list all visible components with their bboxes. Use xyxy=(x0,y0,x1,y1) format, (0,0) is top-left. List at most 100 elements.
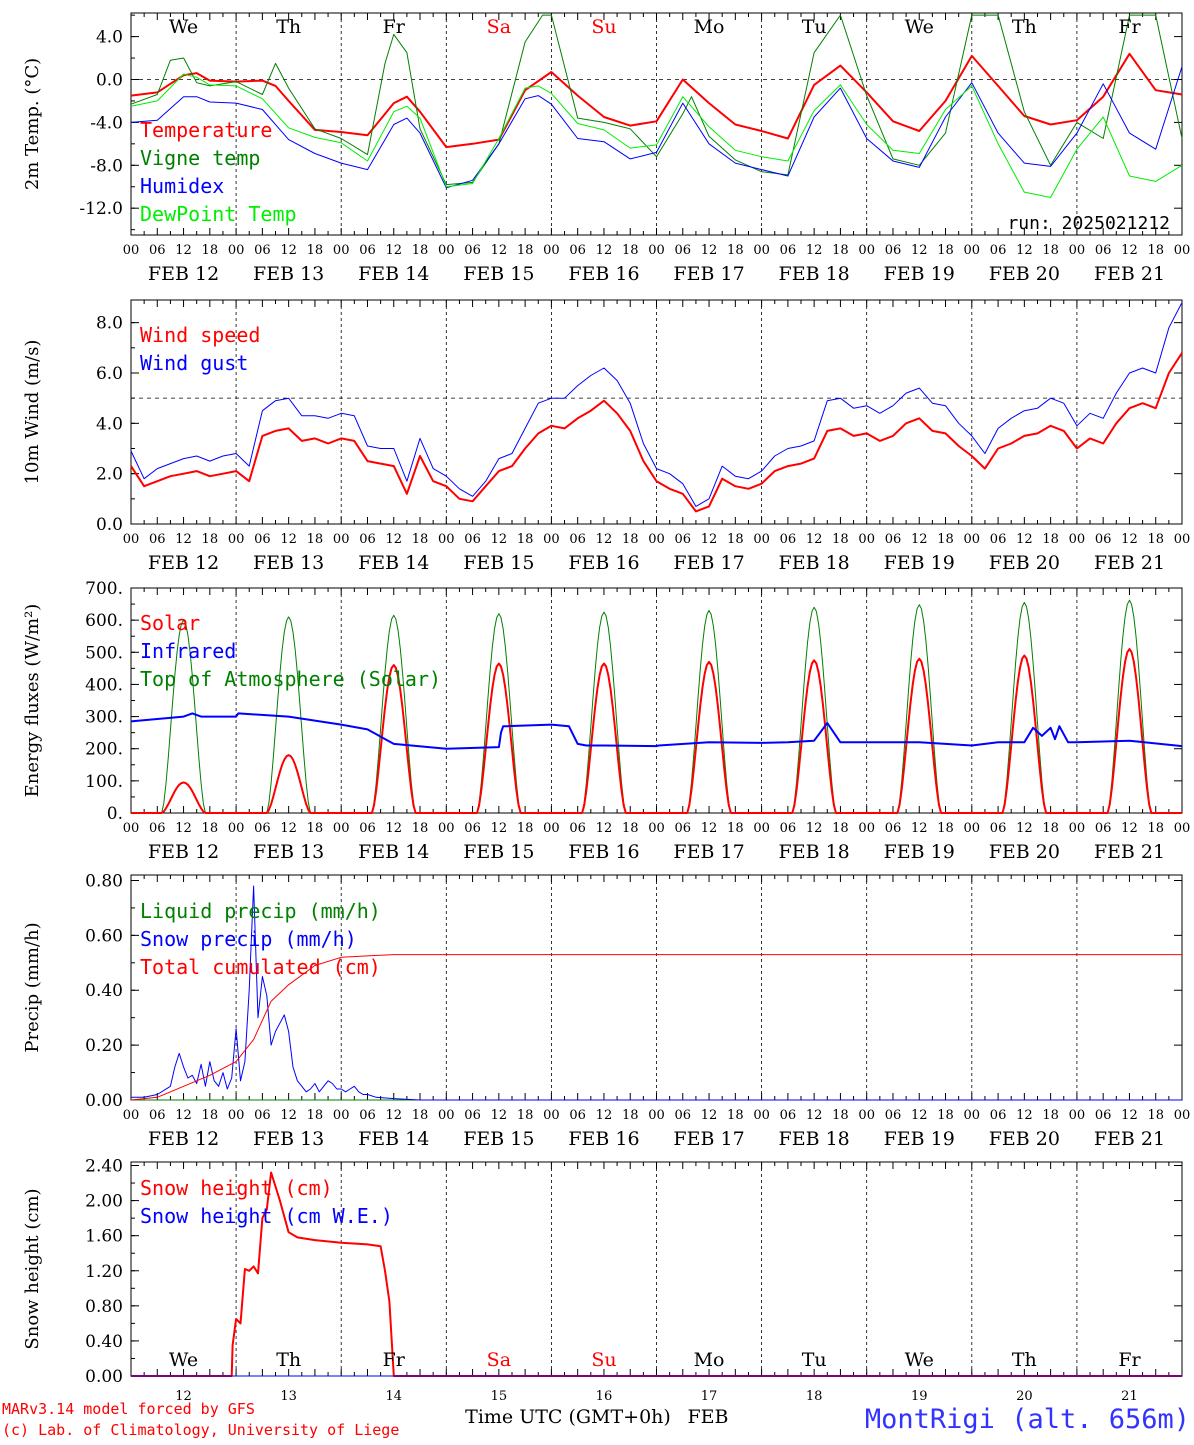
weekday-label: We xyxy=(905,16,934,38)
hour-tick-label: 06 xyxy=(359,821,376,836)
hour-tick-label: 18 xyxy=(307,532,324,547)
weekday-label: We xyxy=(905,1349,934,1371)
hour-tick-label: 00 xyxy=(648,532,665,547)
day-number-label: 12 xyxy=(175,1389,192,1404)
y-tick-label: -4.0 xyxy=(90,113,123,133)
hour-tick-label: 06 xyxy=(254,821,271,836)
hour-tick-label: 06 xyxy=(990,1108,1007,1123)
hour-tick-label: 12 xyxy=(280,821,297,836)
hour-tick-label: 18 xyxy=(1147,821,1164,836)
hour-tick-label: 00 xyxy=(438,821,455,836)
hour-tick-label: 12 xyxy=(596,532,613,547)
hour-tick-label: 12 xyxy=(491,243,508,258)
hour-tick-label: 12 xyxy=(491,532,508,547)
hour-tick-label: 18 xyxy=(1042,532,1059,547)
hour-tick-label: 06 xyxy=(780,532,797,547)
series-vigne-temp xyxy=(130,14,1183,186)
hour-tick-label: 18 xyxy=(412,243,429,258)
hour-tick-label: 12 xyxy=(1016,243,1033,258)
y-tick-label: 100. xyxy=(85,772,123,792)
y-tick-label: 0.0 xyxy=(96,515,123,535)
y-tick-label: 0.20 xyxy=(85,1036,123,1056)
hour-tick-label: 18 xyxy=(307,1108,324,1123)
series-snow-precip-mm-h- xyxy=(131,885,1182,1101)
hour-tick-label: 12 xyxy=(596,821,613,836)
hour-tick-label: 06 xyxy=(990,243,1007,258)
hour-tick-label: 18 xyxy=(832,821,849,836)
date-label: FEB 14 xyxy=(358,841,429,863)
date-label: FEB 16 xyxy=(568,1128,639,1150)
hour-tick-label: 00 xyxy=(333,243,350,258)
hour-tick-label: 18 xyxy=(1147,1108,1164,1123)
hour-tick-label: 18 xyxy=(832,1108,849,1123)
hour-tick-label: 00 xyxy=(648,821,665,836)
y-tick-label: 500. xyxy=(85,643,123,663)
date-label: FEB 19 xyxy=(884,841,955,863)
hour-tick-label: 12 xyxy=(175,532,192,547)
date-label: FEB 12 xyxy=(148,552,219,574)
y-axis-label: 2m Temp. (°C) xyxy=(22,58,43,190)
hour-tick-label: 12 xyxy=(280,243,297,258)
y-tick-label: 8.0 xyxy=(96,314,123,334)
hour-tick-label: 06 xyxy=(254,1108,271,1123)
y-tick-label: 0.00 xyxy=(85,1367,123,1387)
hour-tick-label: 06 xyxy=(1095,821,1112,836)
hour-tick-label: 06 xyxy=(569,821,586,836)
hour-tick-label: 06 xyxy=(464,821,481,836)
hour-tick-label: 06 xyxy=(149,821,166,836)
hour-tick-label: 06 xyxy=(780,1108,797,1123)
hour-tick-label: 00 xyxy=(1069,1108,1086,1123)
weekday-label: Fr xyxy=(383,1349,406,1371)
legend-humidex: Humidex xyxy=(140,174,224,198)
hour-tick-label: 18 xyxy=(517,532,534,547)
hour-tick-label: 18 xyxy=(727,1108,744,1123)
y-tick-label: 0.00 xyxy=(85,1091,123,1111)
date-label: FEB 17 xyxy=(673,1128,744,1150)
hour-tick-label: 06 xyxy=(675,821,692,836)
hour-tick-label: 12 xyxy=(175,821,192,836)
hour-tick-label: 06 xyxy=(1095,1108,1112,1123)
hour-tick-label: 18 xyxy=(727,532,744,547)
date-label: FEB 21 xyxy=(1094,263,1165,285)
day-number-label: 17 xyxy=(701,1389,718,1404)
hour-tick-label: 12 xyxy=(596,1108,613,1123)
hour-tick-label: 00 xyxy=(543,821,560,836)
footer-model: MARv3.14 model forced by GFS xyxy=(2,1400,255,1418)
series-solar xyxy=(131,648,1182,814)
legend-snow-height-cm-: Snow height (cm) xyxy=(140,1176,333,1200)
date-label: FEB 15 xyxy=(463,552,534,574)
hour-tick-label: 06 xyxy=(885,821,902,836)
hour-tick-label: 06 xyxy=(254,243,271,258)
hour-tick-label: 06 xyxy=(569,532,586,547)
hour-tick-label: 18 xyxy=(1042,821,1059,836)
hour-tick-label: 18 xyxy=(937,1108,954,1123)
hour-tick-label: 06 xyxy=(149,1108,166,1123)
hour-tick-label: 12 xyxy=(1016,1108,1033,1123)
y-tick-label: 4.0 xyxy=(96,414,123,434)
hour-tick-label: 06 xyxy=(464,532,481,547)
hour-tick-label: 18 xyxy=(1147,532,1164,547)
day-number-label: 18 xyxy=(806,1389,823,1404)
x-axis-month: FEB xyxy=(687,1406,728,1428)
weekday-label: Fr xyxy=(383,16,406,38)
hour-tick-label: 00 xyxy=(543,243,560,258)
weekday-label: Sa xyxy=(487,1349,511,1371)
hour-tick-label: 12 xyxy=(701,821,718,836)
hour-tick-label: 00 xyxy=(858,243,875,258)
legend-top-of-atmosphere-solar-: Top of Atmosphere (Solar) xyxy=(140,667,441,691)
hour-tick-label: 12 xyxy=(1121,1108,1138,1123)
legend-infrared: Infrared xyxy=(140,639,236,663)
date-label: FEB 12 xyxy=(148,841,219,863)
hour-tick-label: 18 xyxy=(517,243,534,258)
date-label: FEB 19 xyxy=(884,552,955,574)
y-tick-label: 200. xyxy=(85,740,123,760)
hour-tick-label: 12 xyxy=(806,243,823,258)
hour-tick-label: 00 xyxy=(964,243,981,258)
run-label: run: 2025021212 xyxy=(1007,213,1170,234)
day-number-label: 16 xyxy=(596,1389,613,1404)
date-label: FEB 17 xyxy=(673,263,744,285)
series-wind-speed xyxy=(130,352,1183,513)
y-tick-label: 1.20 xyxy=(85,1262,123,1282)
